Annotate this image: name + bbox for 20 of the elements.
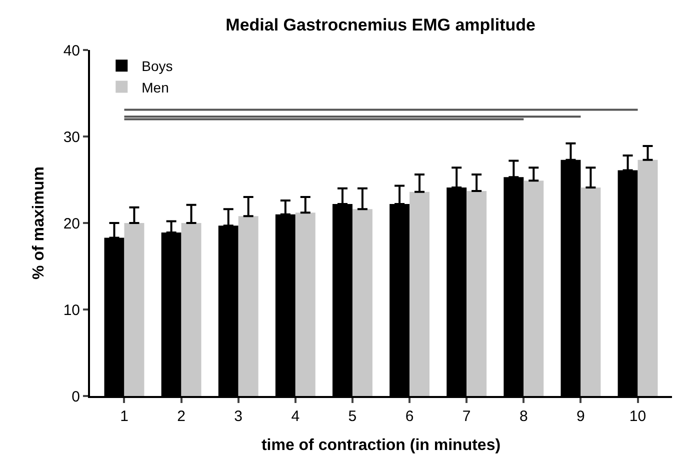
chart-title: Medial Gastrocnemius EMG amplitude <box>226 16 536 35</box>
x-tick-label: 7 <box>462 408 471 425</box>
y-axis-title: % of maximum <box>30 166 48 280</box>
legend-label: Boys <box>142 58 173 74</box>
x-tick-label: 10 <box>629 408 646 425</box>
y-tick-label: 0 <box>72 388 80 406</box>
y-tick-label: 30 <box>63 128 80 146</box>
y-tick-label: 20 <box>63 215 80 232</box>
x-tick-label: 1 <box>120 408 128 425</box>
x-tick-label: 4 <box>291 408 300 425</box>
x-tick-label: 9 <box>576 408 585 425</box>
x-tick-label: 6 <box>405 408 414 425</box>
y-tick-label: 40 <box>63 42 80 60</box>
y-tick-label: 10 <box>63 302 80 319</box>
x-axis-title: time of contraction (in minutes) <box>261 437 501 454</box>
x-tick-label: 5 <box>348 408 357 425</box>
x-tick-label: 2 <box>177 408 186 425</box>
x-tick-label: 8 <box>519 408 528 425</box>
x-tick-label: 3 <box>234 408 243 425</box>
legend-label: Men <box>142 79 169 96</box>
